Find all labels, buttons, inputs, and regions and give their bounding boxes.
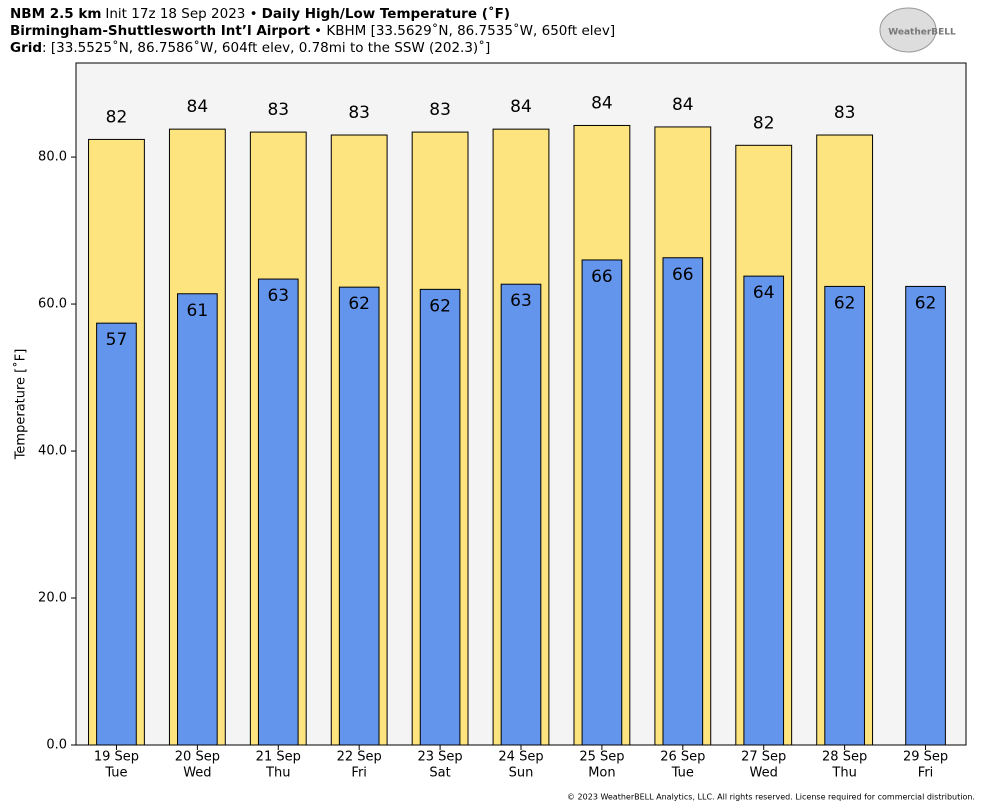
header-segment: NBM 2.5 km — [10, 6, 101, 22]
header-segment: Grid — [10, 40, 42, 56]
y-tick-label: 0.0 — [46, 738, 67, 753]
value-label: 83 — [348, 103, 370, 123]
bar — [96, 322, 137, 746]
bar — [905, 285, 946, 746]
value-label: 82 — [753, 113, 775, 133]
x-tick-label: 22 Sep — [337, 750, 382, 765]
value-label: 63 — [267, 286, 289, 306]
x-tick-weekday: Sat — [429, 766, 450, 781]
value-label: 62 — [429, 296, 451, 316]
x-tick-weekday: Wed — [183, 766, 211, 781]
footer: © 2023 WeatherBELL Analytics, LLC. All r… — [567, 793, 975, 802]
x-tick-weekday: Wed — [750, 766, 778, 781]
value-label: 84 — [591, 93, 613, 113]
logo-text: WeatherBELL — [888, 28, 956, 38]
x-tick-weekday: Thu — [265, 766, 290, 781]
value-label: 84 — [510, 97, 532, 117]
value-label: 82 — [106, 107, 128, 127]
x-tick-weekday: Sun — [509, 766, 534, 781]
header-segment: Birmingham-Shuttlesworth Int’l Airport — [10, 23, 311, 39]
plot-frame — [75, 62, 967, 746]
bar — [662, 257, 704, 746]
x-tick-weekday: Tue — [671, 766, 694, 781]
value-label: 66 — [591, 267, 613, 287]
y-tick-label: 80.0 — [38, 150, 67, 165]
bar — [257, 278, 299, 746]
value-label: 62 — [348, 294, 370, 314]
x-tick-label: 20 Sep — [175, 750, 220, 765]
x-tick-label: 23 Sep — [417, 750, 462, 765]
x-tick-weekday: Thu — [831, 766, 856, 781]
value-label: 57 — [106, 330, 128, 350]
value-label: 83 — [834, 103, 856, 123]
value-label: 83 — [267, 100, 289, 120]
logo-globe — [879, 7, 937, 53]
value-label: 63 — [510, 291, 532, 311]
x-tick-weekday: Fri — [918, 766, 934, 781]
x-tick-label: 21 Sep — [256, 750, 301, 765]
y-tick-label: 60.0 — [38, 297, 67, 312]
y-tick-label: 40.0 — [38, 444, 67, 459]
value-label: 84 — [187, 97, 209, 117]
bar — [824, 285, 865, 746]
bar — [338, 286, 380, 746]
x-tick-label: 27 Sep — [741, 750, 786, 765]
header-segment: Daily High/Low Temperature (˚F) — [262, 5, 510, 22]
bar — [743, 275, 785, 746]
value-label: 61 — [187, 301, 209, 321]
value-label: 64 — [753, 283, 775, 303]
x-tick-label: 28 Sep — [822, 750, 867, 765]
x-tick-label: 24 Sep — [498, 750, 543, 765]
value-label: 83 — [429, 100, 451, 120]
logo: WeatherBELL — [879, 7, 956, 53]
x-tick-label: 25 Sep — [579, 750, 624, 765]
value-label: 62 — [834, 293, 856, 313]
y-axis-label: Temperature [˚F] — [13, 349, 29, 461]
bar — [419, 288, 461, 746]
value-label: 66 — [672, 265, 694, 285]
y-tick-label: 20.0 — [38, 591, 67, 606]
header-segment: • KBHM [33.5629˚N, 86.7535˚W, 650ft elev… — [314, 22, 615, 39]
header-line: NBM 2.5 km Init 17z 18 Sep 2023 • Daily Hi… — [10, 5, 510, 22]
value-label: 62 — [915, 293, 937, 313]
header-segment: Init 17z 18 Sep 2023 • — [105, 6, 257, 22]
header-line: Grid: [33.5525˚N, 86.7586˚W, 604ft elev,… — [10, 39, 490, 56]
x-tick-weekday: Tue — [104, 766, 127, 781]
x-tick-label: 26 Sep — [660, 750, 705, 765]
header-line: Birmingham-Shuttlesworth Int’l Airport • … — [10, 22, 615, 39]
x-tick-label: 29 Sep — [903, 750, 948, 765]
x-tick-label: 19 Sep — [94, 750, 139, 765]
x-tick-weekday: Fri — [351, 766, 367, 781]
header-segment: : [33.5525˚N, 86.7586˚W, 604ft elev, 0.7… — [42, 39, 490, 56]
bar — [177, 293, 218, 746]
x-tick-weekday: Mon — [588, 766, 615, 781]
value-label: 84 — [672, 95, 694, 115]
bar — [581, 259, 623, 746]
bar — [500, 283, 542, 746]
